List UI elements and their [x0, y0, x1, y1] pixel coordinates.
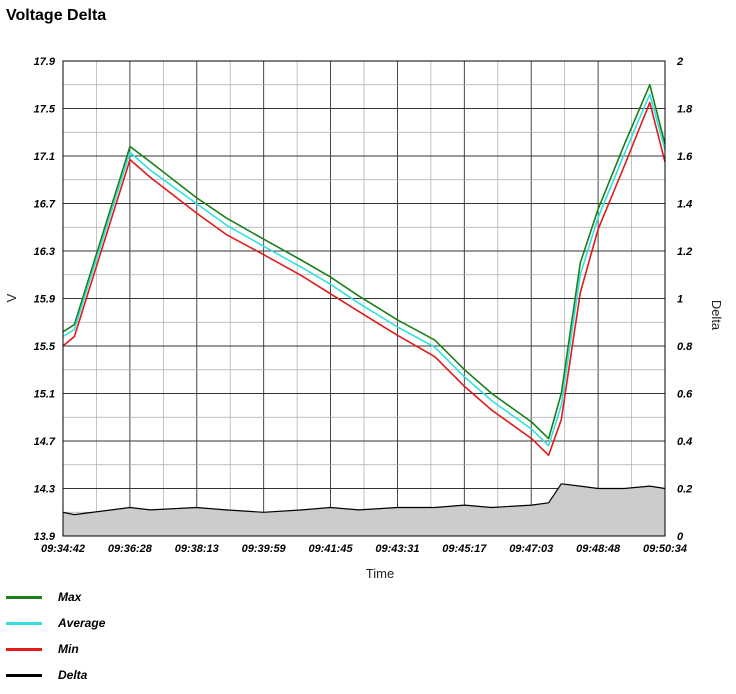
y2-tick-label: 2 — [676, 56, 683, 68]
x-tick-label: 09:48:48 — [576, 543, 621, 555]
y-tick-label: 16.3 — [34, 246, 55, 258]
series-layer — [62, 83, 666, 516]
legend-swatch — [6, 648, 42, 651]
x-tick-label: 09:36:28 — [108, 543, 153, 555]
plot-frame — [62, 60, 666, 537]
y-tick-label: 15.1 — [34, 389, 55, 401]
y-tick-label: 17.9 — [34, 56, 56, 68]
y-tick-label: 17.5 — [34, 104, 56, 116]
x-tick-label: 09:39:59 — [242, 543, 287, 555]
legend-label: Delta — [58, 668, 88, 682]
x-tick-label: 09:47:03 — [509, 543, 553, 555]
legend-label: Max — [58, 590, 82, 604]
y2-tick-label: 0.2 — [677, 484, 692, 496]
y2-tick-label: 1 — [677, 294, 683, 306]
y-axis-ticks: 17.9 17.5 17.1 16.7 16.3 15.9 15.5 15.1 14.7 14.3… — [34, 56, 56, 543]
series-line-max — [62, 83, 666, 440]
y-tick-label: 14.7 — [34, 436, 56, 448]
x-axis-label: Time — [366, 566, 394, 581]
x-axis-ticks: 09:34:42 09:36:28 09:38:13 09:39:59 09:41:45… — [41, 543, 687, 555]
y2-tick-label: 1.6 — [677, 151, 693, 163]
y2-axis-ticks: 2 1.8 1.6 1.4 1.2 1 0.8 0.6 0.4 0.2 0 — [676, 56, 693, 543]
series-line-delta — [62, 483, 666, 516]
x-tick-label: 09:43:31 — [375, 543, 419, 555]
legend-swatch — [6, 622, 42, 625]
x-tick-label: 09:50:34 — [643, 543, 687, 555]
y-tick-label: 15.9 — [34, 294, 56, 306]
y-tick-label: 17.1 — [34, 151, 55, 163]
x-tick-label: 09:41:45 — [309, 543, 354, 555]
y2-tick-label: 0 — [677, 531, 684, 543]
x-tick-label: 09:34:42 — [41, 543, 85, 555]
y2-tick-label: 1.8 — [677, 104, 693, 116]
y-tick-label: 15.5 — [34, 341, 56, 353]
x-tick-label: 09:38:13 — [175, 543, 219, 555]
voltage-delta-chart: 17.9 17.5 17.1 16.7 16.3 15.9 15.5 15.1 14.7 14.3… — [4, 56, 724, 581]
chart-title: Voltage Delta — [6, 7, 107, 24]
y2-tick-label: 1.4 — [677, 199, 692, 211]
y2-tick-label: 0.8 — [677, 341, 693, 353]
y2-tick-label: 0.4 — [677, 436, 692, 448]
y-tick-label: 14.3 — [34, 484, 55, 496]
legend-swatch — [6, 596, 42, 599]
y2-tick-label: 1.2 — [677, 246, 692, 258]
legend-label: Average — [58, 616, 106, 630]
y-tick-label: 13.9 — [34, 531, 56, 543]
y2-axis-label: Delta — [709, 300, 724, 331]
series-line-min — [62, 101, 666, 457]
y-axis-label: V — [4, 293, 19, 302]
x-tick-label: 09:45:17 — [442, 543, 487, 555]
legend-label: Min — [58, 642, 79, 656]
series-line-average — [62, 93, 666, 447]
y2-tick-label: 0.6 — [677, 389, 693, 401]
y-tick-label: 16.7 — [34, 199, 56, 211]
legend-swatch — [6, 674, 42, 677]
